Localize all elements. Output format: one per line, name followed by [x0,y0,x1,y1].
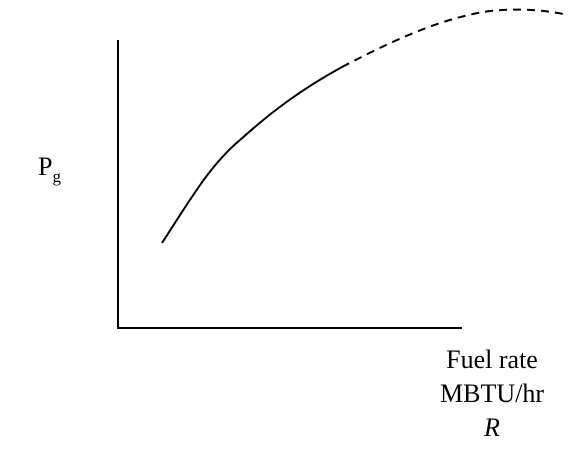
x-axis-label-line: MBTU/hr [440,379,544,408]
y-axis-label: Pg [38,152,61,186]
curve-dashed [341,8,568,68]
x-axis-label-line: Fuel rate [446,345,538,374]
y-label-main: P [38,152,52,181]
curve-solid [161,66,343,244]
y-label-subscript: g [52,167,61,186]
x-axis-label-line: R [483,413,500,442]
